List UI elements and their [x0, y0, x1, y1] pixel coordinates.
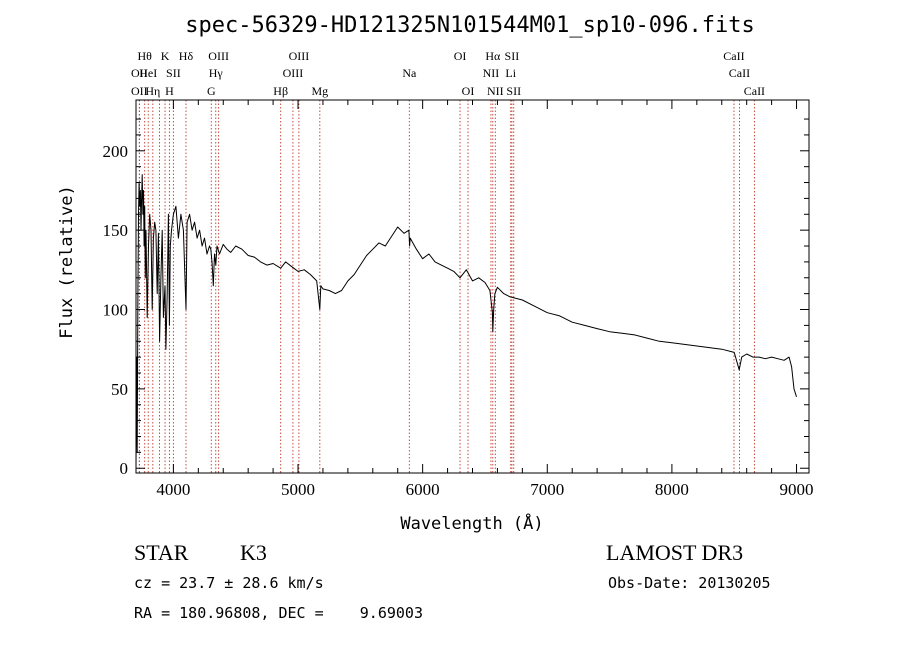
line-marker-label: OI	[454, 49, 467, 63]
line-marker-label: HeI	[139, 66, 157, 80]
line-marker-label: NII	[483, 66, 500, 80]
line-markers: OII OII Hθ HeI Hη K H SII Hδ G Hγ OIII Hβ OIII OIII Mg N…	[131, 49, 765, 473]
coordinates: RA = 180.96808, DEC = 9.69003	[134, 604, 423, 622]
line-marker-label: Hθ	[138, 49, 153, 63]
survey-name: LAMOST DR3	[606, 540, 744, 565]
plot-area	[135, 174, 797, 469]
line-marker-label: Hβ	[273, 84, 288, 98]
x-tick-label: 6000	[406, 480, 440, 499]
x-tick-label: 9000	[780, 480, 814, 499]
y-tick-label: 0	[120, 459, 129, 478]
line-marker-label: Na	[402, 66, 417, 80]
y-tick-label: 100	[103, 301, 129, 320]
line-marker-label: OII	[131, 66, 148, 80]
line-marker-label: SII	[506, 84, 521, 98]
line-marker-label: SII	[166, 66, 181, 80]
line-marker-label: NII	[487, 84, 504, 98]
line-marker-label: OIII	[208, 49, 229, 63]
line-marker-label: OI	[462, 84, 475, 98]
spectral-subclass: K3	[240, 540, 267, 565]
line-marker-label: K	[161, 49, 170, 63]
y-tick-label: 150	[103, 221, 129, 240]
object-class: STAR	[134, 540, 189, 565]
line-marker-label: Hδ	[179, 49, 194, 63]
line-marker-label: CaII	[744, 84, 765, 98]
axis-ticks: 4000 5000 6000 7000 8000 9000 0 50 100 150 200	[103, 100, 814, 499]
y-tick-label: 50	[111, 380, 128, 399]
spectrum-line	[135, 174, 797, 469]
x-tick-label: 5000	[281, 480, 315, 499]
line-marker-label: CaII	[723, 49, 744, 63]
plot-frame	[135, 99, 810, 474]
x-tick-label: 7000	[530, 480, 564, 499]
line-marker-label: CaII	[729, 66, 750, 80]
line-marker-label: H	[165, 84, 174, 98]
line-marker-label: SII	[505, 49, 520, 63]
x-tick-label: 4000	[156, 480, 190, 499]
redshift-text: cz = 23.7 ± 28.6 km/s	[134, 574, 324, 592]
x-axis-label: Wavelength (Å)	[400, 512, 543, 534]
y-axis-label: Flux (relative)	[57, 185, 77, 339]
x-tick-label: 8000	[655, 480, 689, 499]
line-marker-label: OIII	[289, 49, 310, 63]
line-marker-label: OIII	[283, 66, 304, 80]
chart-title: spec-56329-HD121325N101544M01_sp10-096.f…	[185, 13, 755, 38]
line-marker-label: G	[207, 84, 216, 98]
line-marker-label: OII	[131, 84, 148, 98]
line-marker-label: Hα	[485, 49, 501, 63]
y-tick-label: 200	[103, 142, 129, 161]
obs-date: Obs-Date: 20130205	[608, 574, 771, 592]
line-marker-label: Hη	[145, 84, 160, 98]
line-marker-label: Mg	[311, 84, 328, 98]
line-marker-label: Hγ	[209, 66, 224, 80]
line-marker-label: Li	[505, 66, 516, 80]
